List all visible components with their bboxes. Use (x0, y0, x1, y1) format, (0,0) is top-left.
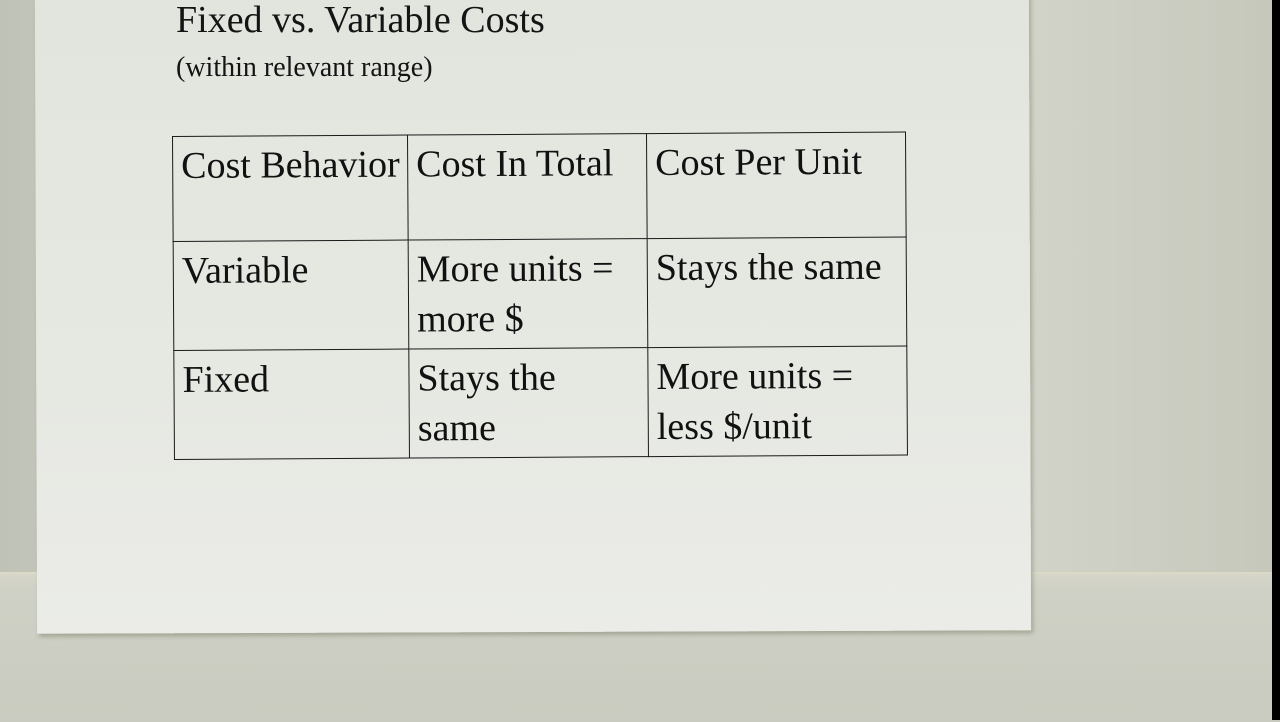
header-cell: Cost Behavior (172, 135, 409, 242)
table-header-row: Cost Behavior Cost In Total Cost Per Uni… (172, 132, 907, 242)
table-cell: More units = more $ (408, 238, 648, 350)
table-cell: More units = less $/unit (647, 346, 908, 457)
table-row: Fixed Stays the same More units = less $… (173, 346, 908, 460)
frame-edge (1272, 0, 1280, 720)
page-subtitle: (within relevant range) (176, 52, 433, 83)
table-row: Variable More units = more $ Stays the s… (173, 237, 907, 351)
header-cell: Cost Per Unit (646, 132, 907, 239)
table-cell: Variable (173, 240, 409, 351)
table-cell: Fixed (173, 349, 410, 460)
page-title: Fixed vs. Variable Costs (176, 0, 545, 41)
header-cell: Cost In Total (407, 133, 648, 241)
table-cell: Stays the same (647, 237, 907, 348)
table-cell: Stays the same (408, 347, 649, 459)
cost-table: Cost Behavior Cost In Total Cost Per Uni… (172, 132, 908, 460)
